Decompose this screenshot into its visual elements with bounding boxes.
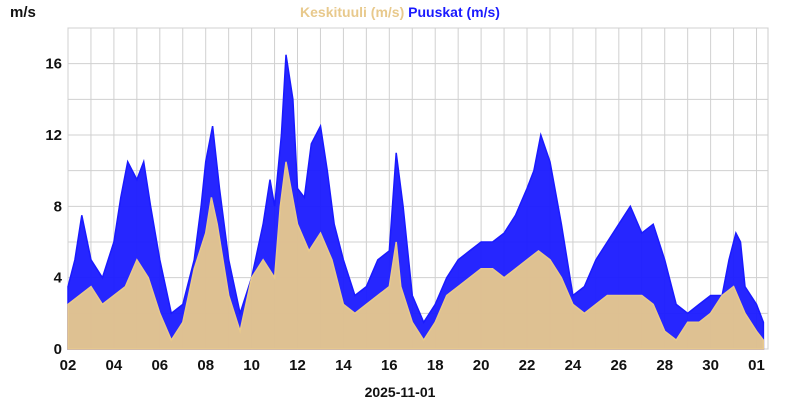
x-tick-label: 28	[656, 357, 673, 374]
x-tick-label: 12	[289, 357, 306, 374]
x-tick-label: 22	[519, 357, 536, 374]
x-tick-label: 08	[197, 357, 214, 374]
y-tick-label: 12	[45, 127, 62, 144]
series-gusts	[67, 54, 765, 350]
series-avg-wind	[67, 161, 765, 350]
y-tick-label: 8	[54, 198, 62, 215]
x-tick-label: 30	[702, 357, 719, 374]
y-tick-label: 4	[54, 270, 63, 287]
x-tick-label: 02	[60, 357, 77, 374]
x-tick-label: 18	[427, 357, 444, 374]
x-tick-label: 14	[335, 357, 352, 374]
x-tick-label: 26	[610, 357, 627, 374]
x-tick-label: 06	[151, 357, 168, 374]
x-tick-label: 16	[381, 357, 398, 374]
y-tick-label: 16	[45, 56, 62, 73]
x-tick-label: 10	[243, 357, 260, 374]
title-avg-wind: Keskituuli (m/s)	[300, 4, 405, 20]
x-axis-label: 2025-11-01	[364, 384, 436, 400]
chart-title: Keskituuli (m/s) Puuskat (m/s)	[0, 4, 800, 20]
x-tick-label: 04	[106, 357, 123, 374]
x-tick-label: 24	[565, 357, 582, 374]
x-tick-label: 20	[473, 357, 490, 374]
y-tick-label: 0	[54, 341, 62, 358]
title-gusts: Puuskat (m/s)	[408, 4, 500, 20]
y-axis-label: m/s	[10, 4, 36, 21]
x-tick-label: 01	[748, 357, 765, 374]
